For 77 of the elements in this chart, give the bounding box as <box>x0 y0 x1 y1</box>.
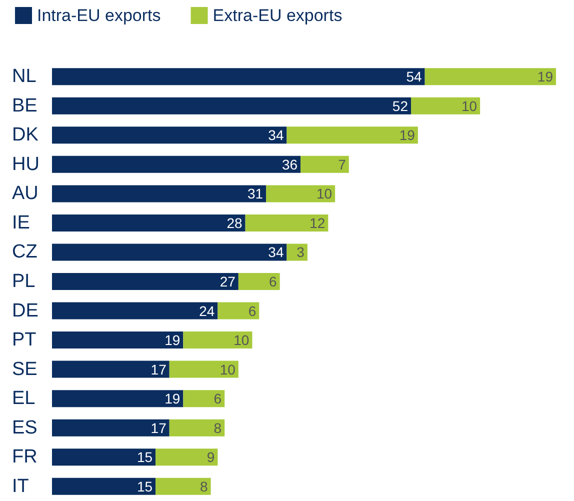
y-tick-label: BE <box>12 95 38 116</box>
y-tick-label: SE <box>12 358 38 380</box>
bar <box>52 68 425 86</box>
data-label: 10 <box>234 332 250 348</box>
bar <box>52 185 266 202</box>
bar <box>52 273 238 290</box>
data-label: 34 <box>268 244 284 260</box>
data-label: 27 <box>220 274 236 290</box>
bar <box>52 360 170 378</box>
bar <box>286 244 308 261</box>
data-label: 3 <box>296 244 305 260</box>
data-label: 19 <box>399 127 416 144</box>
data-label: 15 <box>136 449 153 466</box>
data-label: 8 <box>200 478 208 494</box>
data-label: 31 <box>247 186 264 202</box>
bar <box>411 97 480 114</box>
y-tick-label: FR <box>12 446 38 468</box>
y-tick-label: PT <box>12 330 37 351</box>
data-label: 6 <box>214 390 222 407</box>
y-tick-label: CZ <box>12 242 38 263</box>
y-tick-label: NL <box>12 66 36 88</box>
data-label: 19 <box>164 390 180 407</box>
bar <box>52 302 218 320</box>
legend-label: Intra-EU exports <box>37 6 161 25</box>
data-label: 28 <box>226 214 243 231</box>
bar <box>52 448 156 466</box>
data-label: 10 <box>461 98 478 114</box>
y-tick-label: ES <box>12 417 38 438</box>
bar <box>52 126 287 144</box>
data-label: 10 <box>316 186 332 202</box>
bar <box>52 214 246 232</box>
data-label: 9 <box>206 449 215 466</box>
bar <box>52 332 184 349</box>
bar <box>218 302 260 320</box>
bar <box>266 185 336 202</box>
data-label: 6 <box>248 302 256 319</box>
bar <box>52 244 287 261</box>
bar <box>156 448 218 466</box>
data-label: 54 <box>406 68 422 85</box>
data-label: 6 <box>269 274 278 290</box>
data-label: 17 <box>150 420 167 436</box>
bar <box>52 156 301 173</box>
bar <box>156 478 211 495</box>
bar <box>183 390 225 408</box>
bar <box>52 97 412 114</box>
data-label: 24 <box>199 302 215 319</box>
y-tick-label: HU <box>12 154 40 175</box>
y-tick-label: AU <box>12 183 38 204</box>
bar <box>183 332 252 349</box>
y-tick-label: IT <box>12 476 30 497</box>
data-label: 8 <box>214 420 222 436</box>
legend-label: Extra-EU exports <box>212 6 342 25</box>
data-label: 36 <box>282 156 298 172</box>
y-tick-label: DK <box>12 124 39 146</box>
data-label: 19 <box>164 332 180 348</box>
bar <box>300 156 349 173</box>
y-tick-label: DE <box>12 300 38 322</box>
y-tick-label: IE <box>12 212 30 234</box>
data-label: 17 <box>150 361 167 378</box>
bar <box>52 419 170 436</box>
bar <box>245 214 328 232</box>
data-label: 19 <box>537 68 554 85</box>
bar <box>424 68 556 86</box>
data-label: 52 <box>392 98 408 114</box>
bar <box>169 360 238 378</box>
data-label: 15 <box>136 478 153 494</box>
bar <box>169 419 225 436</box>
y-tick-label: EL <box>12 388 36 410</box>
bar <box>238 273 280 290</box>
data-label: 10 <box>220 361 236 378</box>
bar <box>52 478 156 495</box>
y-tick-label: PL <box>12 271 36 292</box>
data-label: 12 <box>310 214 326 231</box>
bar <box>286 126 418 144</box>
data-label: 7 <box>338 156 346 172</box>
bar <box>52 390 184 408</box>
data-label: 34 <box>268 127 284 144</box>
